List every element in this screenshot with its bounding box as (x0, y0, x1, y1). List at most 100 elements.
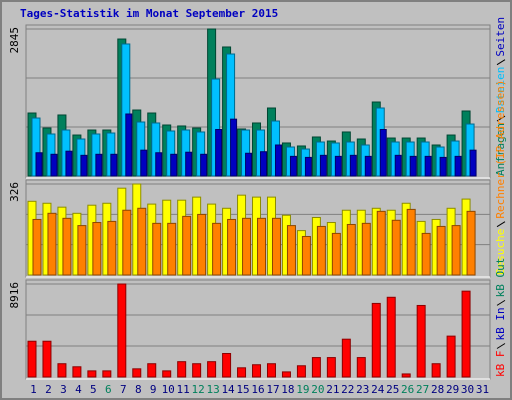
y-tick-label: 326 (8, 182, 21, 202)
bar (334, 155, 342, 177)
bar (260, 151, 268, 177)
x-tick-label: 26 (401, 383, 414, 396)
legend-label: kB F (494, 351, 507, 378)
bar (92, 222, 102, 276)
x-tick-label: 8 (135, 383, 142, 396)
bar (95, 153, 103, 177)
bar (252, 364, 262, 378)
bar (107, 220, 117, 276)
bar (304, 156, 312, 177)
bar (57, 363, 67, 378)
bar (376, 210, 386, 276)
bar (125, 113, 133, 177)
legend-separator (496, 343, 506, 349)
bar (62, 217, 72, 276)
x-tick-label: 16 (251, 383, 264, 396)
bar (230, 118, 238, 177)
bar (349, 154, 357, 177)
x-tick-label: 23 (356, 383, 369, 396)
bar (87, 370, 97, 378)
bar (416, 304, 426, 378)
x-tick-label: 10 (162, 383, 175, 396)
bar (132, 368, 142, 378)
legend-separator (496, 115, 506, 122)
bar (65, 150, 73, 177)
bar (222, 352, 232, 378)
x-tick-label: 18 (281, 383, 294, 396)
bar (461, 290, 471, 378)
legend-label: kB Out (494, 258, 507, 298)
legend-label: kB In (494, 307, 507, 340)
x-tick-label: 24 (371, 383, 385, 396)
x-tick-label: 7 (120, 383, 127, 396)
bar (301, 235, 311, 276)
x-tick-label: 22 (341, 383, 354, 396)
bar (346, 223, 356, 276)
bar (394, 154, 402, 177)
x-tick-label: 9 (150, 383, 157, 396)
bar (167, 222, 177, 276)
x-tick-label: 17 (266, 383, 279, 396)
bar (391, 219, 401, 276)
bar (356, 357, 366, 378)
bar (311, 357, 321, 378)
bar (237, 367, 247, 378)
bar (227, 218, 237, 276)
x-tick-label: 15 (236, 383, 249, 396)
bar (245, 152, 253, 177)
x-tick-label: 21 (326, 383, 339, 396)
bar (140, 149, 148, 177)
legend-label: Dateien (494, 67, 507, 113)
legend-label: Rechner (IP-Adressen) (494, 80, 507, 219)
bar (170, 153, 178, 177)
bar (200, 153, 208, 177)
bar (469, 149, 477, 177)
bar (32, 218, 42, 276)
bar (316, 225, 326, 276)
bar (319, 154, 327, 177)
x-tick-label: 12 (192, 383, 205, 396)
bar (371, 302, 381, 378)
legend-label: Anfragen (494, 123, 507, 176)
bar (266, 363, 276, 378)
x-tick-label: 2 (45, 383, 52, 396)
x-tick-label: 27 (416, 383, 429, 396)
x-tick-label: 19 (296, 383, 309, 396)
x-tick-label: 11 (177, 383, 190, 396)
bar (207, 361, 217, 378)
bar (27, 340, 37, 378)
bar (379, 128, 387, 177)
x-tick-label: 14 (221, 383, 235, 396)
bar (451, 225, 461, 276)
x-tick-label: 4 (75, 383, 82, 396)
bar (35, 152, 43, 177)
bar (257, 217, 267, 276)
x-tick-label: 13 (206, 383, 219, 396)
bar (331, 232, 341, 276)
y-tick-label: 2845 (8, 27, 21, 54)
bar (122, 209, 132, 276)
bar (341, 338, 351, 378)
bar (147, 363, 157, 378)
y-tick-label: 8916 (8, 282, 21, 309)
bar (102, 370, 112, 378)
bar (436, 225, 446, 276)
bar (424, 155, 432, 177)
bar (182, 215, 192, 276)
bar (152, 222, 162, 276)
x-tick-label: 3 (60, 383, 67, 396)
bar (137, 207, 147, 276)
bar (117, 283, 127, 378)
bar (177, 361, 187, 378)
bar (286, 225, 296, 276)
bar (386, 296, 396, 378)
bar (431, 363, 441, 378)
bar (212, 222, 222, 276)
bar (110, 153, 118, 177)
x-tick-label: 29 (446, 383, 459, 396)
chart-title: Tages-Statistik im Monat September 2015 (20, 7, 278, 20)
bar (242, 217, 252, 276)
bar (274, 144, 282, 177)
